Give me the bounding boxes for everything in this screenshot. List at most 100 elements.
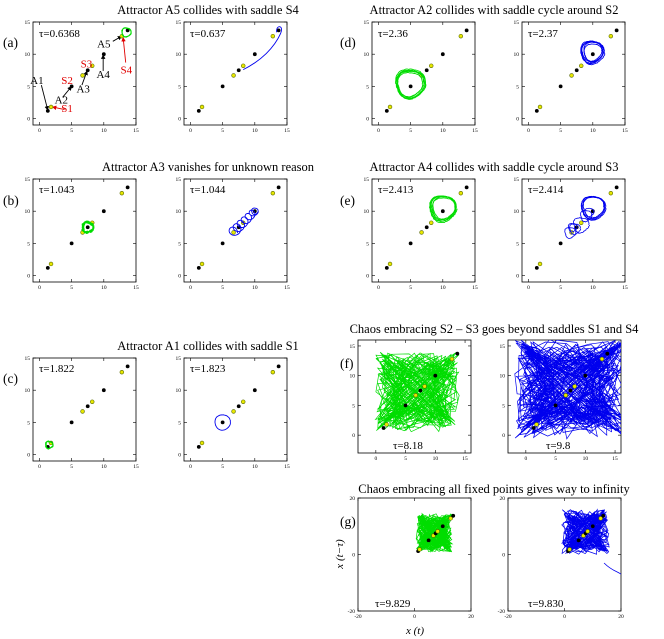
attractor-point	[605, 351, 610, 356]
attractor-point	[196, 265, 201, 270]
x-tick-label: 5	[70, 285, 73, 291]
panel-(e)-left	[371, 178, 476, 283]
y-tick-label: 5	[352, 403, 355, 409]
x-tick-label: 10	[590, 128, 596, 134]
escape-trajectory	[603, 562, 621, 575]
trajectory	[583, 43, 604, 63]
attractor-point	[252, 209, 257, 214]
tau-label-left: τ=2.413	[378, 184, 414, 196]
attractor-point	[196, 108, 201, 113]
chaotic-trajectory	[374, 351, 460, 433]
y-tick-label: 0	[352, 553, 355, 559]
x-tick-label: 10	[252, 464, 258, 470]
saddle-point	[458, 33, 464, 39]
row-title: Attractor A1 collides with saddle S1	[117, 339, 299, 353]
trajectory	[397, 72, 424, 98]
panel-label: (g)	[340, 514, 356, 529]
y-tick-label: 0	[27, 453, 30, 459]
attractor-point	[69, 420, 74, 425]
saddle-point	[231, 73, 236, 78]
panel-label: (b)	[3, 193, 19, 208]
saddle-point	[48, 104, 54, 110]
x-tick-label: 10	[101, 285, 107, 291]
attractor-point	[424, 68, 429, 73]
x-tick-label: 5	[221, 464, 224, 470]
trajectory	[431, 197, 457, 222]
attractor-point	[433, 373, 438, 378]
saddle-point	[231, 230, 236, 235]
saddle-point	[563, 393, 568, 398]
attractor-point	[568, 388, 573, 393]
attractor-point	[276, 28, 281, 33]
x-tick-label: 15	[622, 285, 628, 291]
saddle-point	[537, 261, 543, 267]
panel-(f)-right	[507, 339, 622, 454]
attractor-point	[451, 513, 456, 518]
panel-(f)-left	[357, 339, 472, 454]
x-tick-label: 5	[221, 128, 224, 134]
x-tick-label: 5	[409, 128, 412, 134]
attractor-point	[236, 68, 241, 73]
saddle-point	[598, 516, 603, 521]
attractor-point	[440, 52, 445, 57]
tau-label-right: τ=0.637	[190, 28, 226, 40]
x-tick-label: 0	[563, 614, 566, 620]
x-tick-label: 15	[133, 464, 139, 470]
attractor-point	[426, 538, 431, 543]
panel-label: (f)	[340, 356, 354, 371]
x-tick-label: 5	[559, 285, 562, 291]
x-tick-label: 0	[38, 285, 41, 291]
tau-label-right: τ=1.823	[190, 363, 226, 375]
saddle-point	[608, 190, 614, 196]
y-tick-label: 10	[25, 388, 31, 394]
panel-(d)-left	[371, 21, 476, 126]
attractor-point	[101, 209, 106, 214]
attractor-point	[590, 524, 595, 529]
y-tick-label: 0	[366, 274, 369, 280]
trajectory	[572, 217, 590, 234]
attractor-point	[220, 241, 225, 246]
panel-label: (d)	[340, 35, 356, 50]
x-tick-label: 0	[377, 128, 380, 134]
row-title: Attractor A4 collides with saddle cycle …	[370, 160, 619, 174]
attractor-point	[69, 241, 74, 246]
trajectory	[564, 227, 577, 239]
saddle-point	[48, 261, 54, 267]
x-tick-label: 0	[374, 456, 377, 462]
attractor-point	[614, 28, 619, 33]
y-tick-label: -20	[348, 609, 356, 615]
y-tick-label: 10	[176, 52, 182, 58]
attractor-point	[101, 52, 106, 57]
saddle-point	[90, 63, 95, 68]
saddle-point	[429, 63, 434, 68]
attractor-point	[590, 52, 595, 57]
x-tick-label: 0	[377, 285, 380, 291]
y-tick-label: 5	[502, 403, 505, 409]
row-title: Attractor A2 collides with saddle cycle …	[370, 3, 619, 17]
attractor-point	[236, 225, 241, 230]
y-tick-label: 10	[176, 209, 182, 215]
x-tick-label: 15	[622, 128, 628, 134]
attractor-point	[85, 68, 90, 73]
x-tick-label: 10	[433, 456, 439, 462]
saddle-point	[608, 33, 614, 39]
trajectory	[569, 223, 582, 236]
x-tick-label: 0	[527, 128, 530, 134]
tau-label-left: τ=1.822	[39, 363, 74, 375]
saddle-point	[241, 399, 246, 404]
attractor-point	[440, 524, 445, 529]
y-tick-label: 5	[366, 84, 369, 90]
fixed-point-annotation: S3	[81, 58, 93, 70]
attractor-point	[534, 108, 539, 113]
y-tick-label: 0	[502, 553, 505, 559]
x-tick-label: 10	[101, 128, 107, 134]
fixed-point-annotation: S2	[61, 75, 73, 87]
attractor-point	[45, 265, 50, 270]
y-tick-label: 5	[27, 241, 30, 247]
y-tick-label: 10	[25, 52, 31, 58]
x-tick-label: -20	[504, 614, 512, 620]
y-axis-label: x (t−τ)	[334, 539, 346, 570]
panel-(g)-left	[357, 497, 472, 612]
attractor-point	[220, 420, 225, 425]
